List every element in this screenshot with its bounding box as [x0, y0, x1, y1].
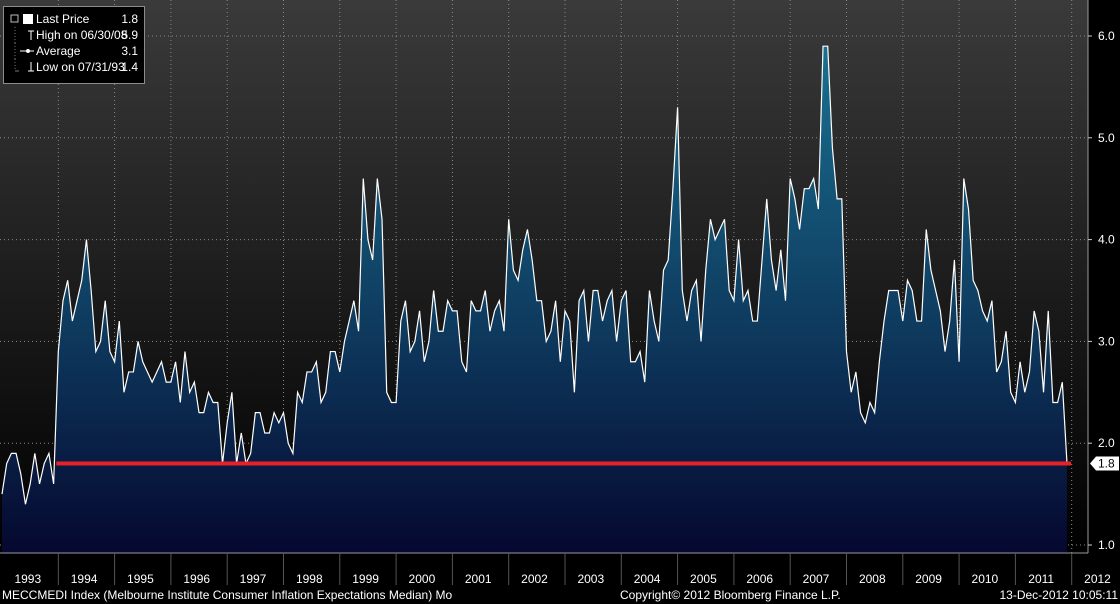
price-chart: 1.02.03.04.05.06.0 1993 1994 1995 1996 1997 1…	[0, 0, 1119, 586]
legend-label: Average	[36, 44, 81, 58]
last-value-tag	[1090, 456, 1119, 471]
x-axis: 1993 1994 1995 1996 1997 1998 1999 2000 2001 2002…	[14, 553, 1111, 586]
legend-value: 5.9	[121, 28, 138, 42]
legend-label: High on 06/30/08	[36, 28, 128, 42]
legend-value: 3.1	[121, 44, 138, 58]
legend-item-low: Low on 07/31/93 1.4	[8, 59, 142, 75]
x-tick-label: 2000	[409, 572, 436, 586]
x-tick-label: 2007	[803, 572, 830, 586]
y-tick-label: 4.0	[1098, 233, 1115, 247]
average-marker-icon	[14, 43, 34, 59]
y-tick-label: 6.0	[1098, 29, 1115, 43]
x-tick-label: 1993	[14, 572, 41, 586]
x-tick-label: 1999	[352, 572, 379, 586]
x-tick-label: 2011	[1028, 572, 1054, 586]
legend-value: 1.4	[121, 60, 138, 74]
last-price-square-icon	[10, 14, 33, 24]
x-tick-label: 2002	[521, 572, 548, 586]
index-description: MECCMEDI Index (Melbourne Institute Cons…	[2, 588, 453, 602]
x-tick-label: 1996	[183, 572, 210, 586]
x-tick-label: 1995	[127, 572, 154, 586]
last-value-marker: 1.8	[1090, 456, 1119, 471]
x-tick-label: 2012	[1084, 572, 1111, 586]
last-value-label: 1.8	[1098, 457, 1115, 471]
x-tick-label: 2008	[859, 572, 886, 586]
x-tick-label: 2005	[690, 572, 717, 586]
x-tick-label: 2010	[972, 572, 999, 586]
series-line	[1, 45, 1068, 505]
x-tick-label: 2004	[634, 572, 661, 586]
x-tick-label: 2003	[577, 572, 604, 586]
x-tick-label: 1998	[296, 572, 323, 586]
legend-value: 1.8	[121, 12, 138, 26]
legend-label: Last Price	[36, 12, 90, 26]
legend-item-average: Average 3.1	[8, 43, 142, 59]
y-axis: 1.0 2.0 3.0 4.0 5.0 6.0	[1088, 29, 1115, 552]
legend-item-high: High on 06/30/08 5.9	[8, 27, 142, 43]
copyright-text: Copyright© 2012 Bloomberg Finance L.P.	[620, 588, 841, 602]
legend: Last Price 1.8 High on 06/30/08 5.9 Aver…	[3, 6, 145, 84]
x-tick-label: 2006	[746, 572, 773, 586]
legend-item-last-price: Last Price 1.8	[8, 11, 142, 27]
legend-label: Low on 07/31/93	[36, 60, 125, 74]
series-area	[2, 46, 1067, 554]
y-tick-label: 1.0	[1098, 538, 1115, 552]
x-tick-label: 1994	[71, 572, 98, 586]
x-tick-label: 2009	[915, 572, 942, 586]
y-tick-label: 3.0	[1098, 334, 1115, 348]
y-tick-label: 5.0	[1098, 131, 1115, 145]
low-marker-icon	[14, 59, 34, 72]
x-tick-label: 2001	[465, 572, 492, 586]
timestamp-text: 13-Dec-2012 10:05:11	[999, 588, 1118, 602]
footer-bar: MECCMEDI Index (Melbourne Institute Cons…	[0, 586, 1120, 604]
high-marker-icon	[14, 27, 34, 43]
y-tick-label: 2.0	[1098, 436, 1115, 450]
x-tick-label: 1997	[240, 572, 267, 586]
